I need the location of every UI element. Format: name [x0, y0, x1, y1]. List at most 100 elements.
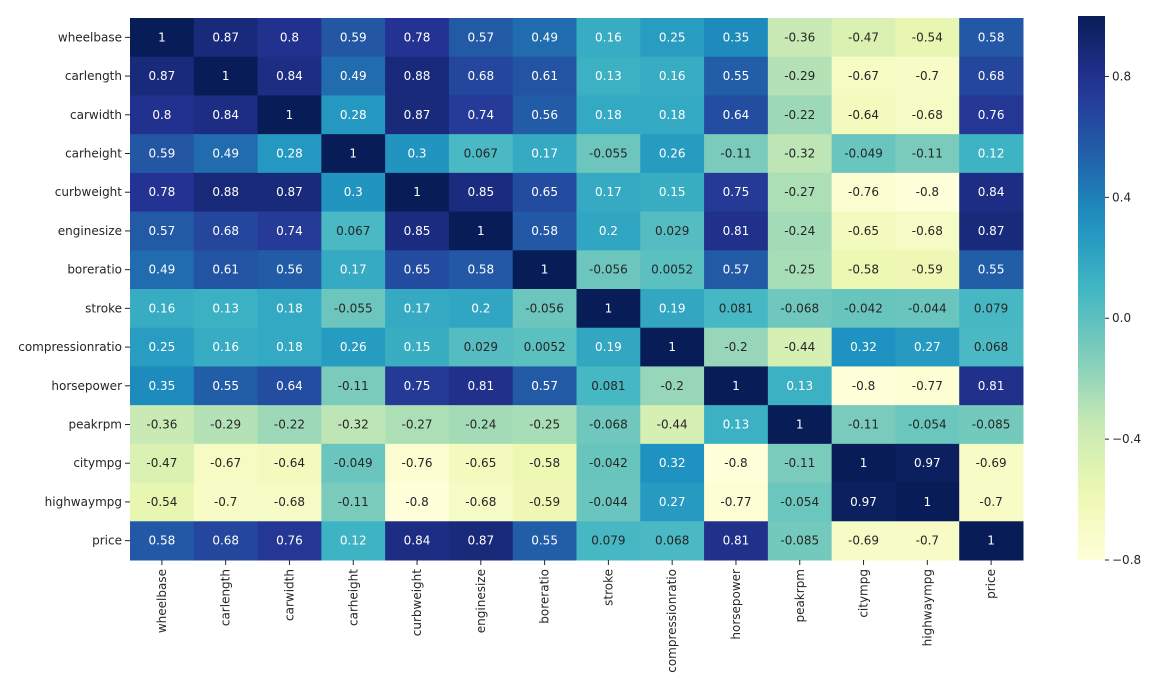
- heatmap-cell-carwidth-horsepower: [704, 95, 769, 135]
- cell-value-label: 0.74: [467, 108, 494, 122]
- heatmap-cell-horsepower-enginesize: [448, 366, 514, 406]
- cell-value-label: 0.081: [591, 379, 625, 393]
- y-axis-labels: wheelbase carlength carwidth carheight curbw…: [18, 30, 130, 548]
- cell-value-label: -0.54: [146, 495, 177, 509]
- heatmap-cell-enginesize-highwaympg: [895, 211, 960, 251]
- cell-value-label: 0.067: [336, 224, 370, 238]
- cell-value-label: -0.044: [908, 301, 947, 315]
- cell-value-label: 0.0052: [651, 263, 693, 277]
- cell-value-label: 0.079: [591, 534, 625, 548]
- cell-value-label: -0.25: [529, 418, 560, 432]
- heatmap-cell-stroke-boreratio: [512, 289, 577, 329]
- cell-value-label: -0.11: [848, 418, 879, 432]
- heatmap-cell-horsepower-horsepower: [704, 366, 769, 406]
- cell-value-label: -0.068: [589, 418, 628, 432]
- cell-value-label: -0.58: [848, 263, 879, 277]
- heatmap-cell-price-carlength: [193, 521, 259, 561]
- cell-value-label: 0.19: [659, 301, 686, 315]
- cell-value-label: 0.84: [276, 69, 303, 83]
- cell-value-label: -0.8: [724, 456, 747, 470]
- cell-value-label: -0.27: [402, 418, 433, 432]
- cell-value-label: 0.61: [531, 69, 558, 83]
- heatmap-cell-peakrpm-carheight: [321, 405, 386, 445]
- heatmap-cell-carwidth-highwaympg: [895, 95, 960, 135]
- cell-value-label: -0.54: [912, 30, 943, 44]
- heatmap-cell-curbweight-citympg: [831, 172, 896, 213]
- cell-value-label: -0.59: [912, 263, 943, 277]
- heatmap-cell-carheight-curbweight: [385, 134, 450, 174]
- heatmap-cell-boreratio-citympg: [831, 250, 896, 290]
- cell-value-label: -0.27: [784, 185, 815, 199]
- heatmap-cell-wheelbase-compressionratio: [640, 18, 705, 58]
- cell-value-label: 0.32: [659, 456, 686, 470]
- heatmap-cell-curbweight-enginesize: [448, 172, 514, 213]
- heatmap-cell-carwidth-carheight: [321, 95, 386, 135]
- y-tick-label-price: price: [92, 534, 122, 548]
- heatmap-cell-enginesize-enginesize: [448, 211, 514, 251]
- cell-value-label: 0.65: [404, 263, 431, 277]
- cell-value-label: 0.56: [276, 263, 303, 277]
- heatmap-cell-curbweight-wheelbase: [130, 172, 195, 213]
- heatmap-cell-highwaympg-curbweight: [385, 482, 450, 522]
- x-tick-label-horsepower: horsepower: [729, 569, 743, 640]
- heatmap-cell-enginesize-carlength: [193, 211, 259, 251]
- heatmap-cell-highwaympg-enginesize: [448, 482, 514, 522]
- heatmap-cell-curbweight-stroke: [576, 172, 641, 213]
- heatmap-cell-carwidth-compressionratio: [640, 95, 705, 135]
- cell-value-label: 0.58: [531, 224, 558, 238]
- cell-value-label: -0.44: [784, 340, 815, 354]
- cell-value-label: 0.64: [276, 379, 303, 393]
- heatmap-cell-carlength-citympg: [831, 56, 896, 96]
- heatmap-cell-carheight-horsepower: [704, 134, 769, 174]
- heatmap-cell-boreratio-highwaympg: [895, 250, 960, 290]
- heatmap-cell-curbweight-horsepower: [704, 172, 769, 213]
- cell-value-label: 0.55: [978, 263, 1005, 277]
- cell-value-label: 0.75: [723, 185, 750, 199]
- cell-value-label: 1: [477, 224, 485, 238]
- cell-value-label: 0.76: [978, 108, 1005, 122]
- heatmap-cell-carwidth-wheelbase: [130, 95, 195, 135]
- cell-value-label: -0.24: [784, 224, 815, 238]
- heatmap-cell-stroke-enginesize: [448, 289, 514, 329]
- heatmap-cell-highwaympg-wheelbase: [130, 482, 195, 522]
- heatmap-cell-compressionratio-carlength: [193, 327, 259, 367]
- heatmap-cell-compressionratio-horsepower: [704, 327, 769, 367]
- heatmap-cell-carwidth-carlength: [193, 95, 259, 135]
- heatmap-cell-price-compressionratio: [640, 521, 705, 561]
- heatmap-cell-stroke-citympg: [831, 289, 896, 329]
- heatmap-cell-compressionratio-wheelbase: [130, 327, 195, 367]
- cell-value-label: 0.13: [786, 379, 813, 393]
- heatmap-cell-wheelbase-curbweight: [385, 18, 450, 58]
- cell-value-label: -0.69: [976, 456, 1007, 470]
- cell-value-label: 0.25: [149, 340, 176, 354]
- heatmap-cell-highwaympg-horsepower: [704, 482, 769, 522]
- colorbar-gradient: [1078, 16, 1105, 560]
- heatmap-cell-price-carheight: [321, 521, 386, 561]
- cell-value-label: 0.49: [212, 147, 239, 161]
- heatmap-cell-citympg-carlength: [193, 443, 259, 484]
- heatmap-cell-carlength-curbweight: [385, 56, 450, 96]
- cell-value-label: 0.76: [276, 534, 303, 548]
- cell-value-label: 0.029: [464, 340, 498, 354]
- cell-value-label: -0.049: [844, 147, 883, 161]
- cell-value-label: 1: [924, 495, 932, 509]
- heatmap-cell-carwidth-curbweight: [385, 95, 450, 135]
- cell-value-label: 0.87: [149, 69, 176, 83]
- cell-value-label: 1: [541, 263, 549, 277]
- heatmap-cell-compressionratio-peakrpm: [767, 327, 833, 367]
- cell-value-label: -0.68: [465, 495, 496, 509]
- cell-value-label: 0.74: [276, 224, 303, 238]
- cell-value-label: -0.64: [274, 456, 305, 470]
- heatmap-cell-compressionratio-boreratio: [512, 327, 577, 367]
- cell-value-label: -0.58: [529, 456, 560, 470]
- cell-value-label: 0.2: [599, 224, 618, 238]
- cell-value-label: -0.054: [780, 495, 819, 509]
- cell-value-label: 0.59: [149, 147, 176, 161]
- x-axis-labels: wheelbase carlength carwidth carheight curbw…: [155, 560, 998, 673]
- x-tick-label-citympg: citympg: [857, 569, 871, 618]
- heatmap-cell-enginesize-carwidth: [257, 211, 322, 251]
- heatmap-cell-enginesize-horsepower: [704, 211, 769, 251]
- heatmap-cell-enginesize-curbweight: [385, 211, 450, 251]
- x-tick-label-carheight: carheight: [346, 569, 360, 626]
- heatmap-cell-carlength-boreratio: [512, 56, 577, 96]
